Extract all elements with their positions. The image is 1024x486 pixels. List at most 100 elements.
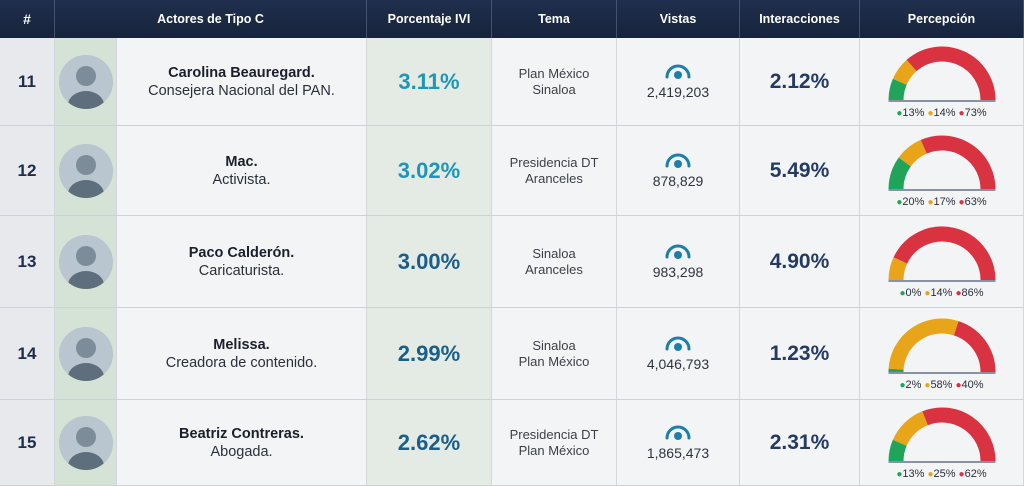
legend-positive: ●13% — [896, 468, 925, 480]
person-icon — [58, 234, 113, 289]
row-number: 12 — [0, 126, 55, 216]
actor-cell: Mac. Activista. — [117, 126, 367, 216]
interacciones-value: 2.31% — [769, 430, 830, 454]
interacciones-cell: 5.49% — [740, 126, 860, 216]
perception-legend: ●2% ●58% ●40% — [899, 379, 983, 391]
tema-cell: Presidencia DT Plan México — [492, 400, 617, 486]
avatar-cell — [55, 38, 117, 126]
interacciones-cell: 4.90% — [740, 216, 860, 308]
gauge-negative-segment — [893, 226, 995, 281]
actor-name: Paco Calderón. — [188, 244, 295, 261]
perception-gauge — [888, 135, 995, 191]
perception-gauge — [888, 46, 995, 102]
avatar-cell — [55, 400, 117, 486]
gauge-positive-segment — [888, 157, 911, 190]
tema-line-1: Plan México — [518, 65, 590, 81]
gauge-positive-segment — [888, 78, 907, 101]
vistas-value: 878,829 — [652, 173, 704, 189]
interacciones-value: 4.90% — [769, 249, 830, 273]
eye-icon — [665, 244, 691, 259]
vistas-cell: 983,298 — [617, 216, 740, 308]
perception-legend: ●0% ●14% ●86% — [899, 287, 983, 299]
vistas-cell: 1,865,473 — [617, 400, 740, 486]
ivi-cell: 3.02% — [367, 126, 492, 216]
gauge-negative-segment — [953, 321, 995, 373]
ivi-value: 3.02% — [397, 157, 461, 183]
vistas-cell: 878,829 — [617, 126, 740, 216]
vistas-cell: 2,419,203 — [617, 38, 740, 126]
legend-positive: ●0% — [899, 287, 922, 299]
vistas-value: 2,419,203 — [646, 84, 710, 100]
actor-name: Carolina Beauregard. — [168, 64, 315, 81]
interacciones-cell: 1.23% — [740, 308, 860, 400]
avatar — [58, 415, 113, 470]
tema-line-1: Presidencia DT — [509, 154, 599, 170]
ivi-value: 2.62% — [397, 429, 461, 455]
perception-gauge — [888, 407, 995, 463]
legend-negative: ●40% — [955, 379, 984, 391]
header-vistas: Vistas — [617, 0, 740, 38]
perception-gauge — [887, 318, 995, 374]
tema-line-1: Sinaloa — [532, 245, 576, 261]
legend-neutral: ●14% — [924, 287, 953, 299]
eye-icon — [665, 425, 691, 440]
legend-positive: ●13% — [896, 107, 925, 119]
gauge-neutral-segment — [888, 318, 959, 370]
person-icon — [58, 326, 113, 381]
tema-line-2: Sinaloa — [532, 81, 576, 97]
tema-cell: Presidencia DT Aranceles — [492, 126, 617, 216]
tema-line-2: Aranceles — [525, 170, 583, 186]
actor-cell: Melissa. Creadora de contenido. — [117, 308, 367, 400]
actor-name: Mac. — [225, 153, 258, 170]
percepcion-cell: ●20% ●17% ●63% — [860, 126, 1024, 216]
gauge-negative-segment — [921, 407, 995, 462]
interacciones-value: 1.23% — [769, 341, 830, 365]
vistas-value: 983,298 — [652, 264, 704, 280]
perception-legend: ●13% ●14% ●73% — [896, 107, 986, 119]
legend-negative: ●73% — [958, 107, 987, 119]
gauge-negative-segment — [906, 46, 995, 101]
header-interacciones: Interacciones — [740, 0, 860, 38]
vistas-value: 4,046,793 — [646, 356, 710, 372]
ivi-cell: 3.11% — [367, 38, 492, 126]
row-number: 14 — [0, 308, 55, 400]
tema-cell: Sinaloa Aranceles — [492, 216, 617, 308]
actor-role: Abogada. — [210, 443, 273, 460]
header-num: # — [0, 0, 55, 38]
tema-line-2: Plan México — [518, 442, 590, 458]
actor-role: Caricaturista. — [198, 262, 285, 279]
legend-neutral: ●17% — [927, 196, 956, 208]
actor-role: Consejera Nacional del PAN. — [148, 82, 335, 99]
legend-negative: ●62% — [958, 468, 987, 480]
header-tema: Tema — [492, 0, 617, 38]
tema-line-2: Aranceles — [525, 261, 583, 277]
interacciones-cell: 2.12% — [740, 38, 860, 126]
legend-negative: ●63% — [958, 196, 987, 208]
ivi-cell: 2.62% — [367, 400, 492, 486]
gauge-neutral-segment — [892, 411, 928, 447]
actor-cell: Beatriz Contreras. Abogada. — [117, 400, 367, 486]
perception-legend: ●20% ●17% ●63% — [896, 196, 986, 208]
tema-line-1: Presidencia DT — [509, 426, 599, 442]
gauge-neutral-segment — [898, 139, 927, 167]
ivi-value: 3.11% — [398, 68, 460, 94]
vistas-value: 1,865,473 — [646, 445, 710, 461]
legend-neutral: ●14% — [927, 107, 956, 119]
interacciones-value: 2.12% — [769, 69, 830, 93]
tema-cell: Plan México Sinaloa — [492, 38, 617, 126]
percepcion-cell: ●13% ●25% ●62% — [860, 400, 1024, 486]
avatar — [58, 143, 113, 198]
header-percepcion: Percepción — [860, 0, 1024, 38]
tema-line-2: Plan México — [518, 353, 590, 369]
avatar-cell — [55, 126, 117, 216]
actor-name: Melissa. — [213, 336, 270, 353]
gauge-neutral-segment — [888, 257, 907, 281]
avatar-cell — [55, 308, 117, 400]
avatar — [58, 326, 113, 381]
gauge-negative-segment — [920, 135, 995, 190]
legend-positive: ●20% — [896, 196, 925, 208]
header-ivi: Porcentaje IVI — [367, 0, 492, 38]
vistas-cell: 4,046,793 — [617, 308, 740, 400]
tema-cell: Sinaloa Plan México — [492, 308, 617, 400]
